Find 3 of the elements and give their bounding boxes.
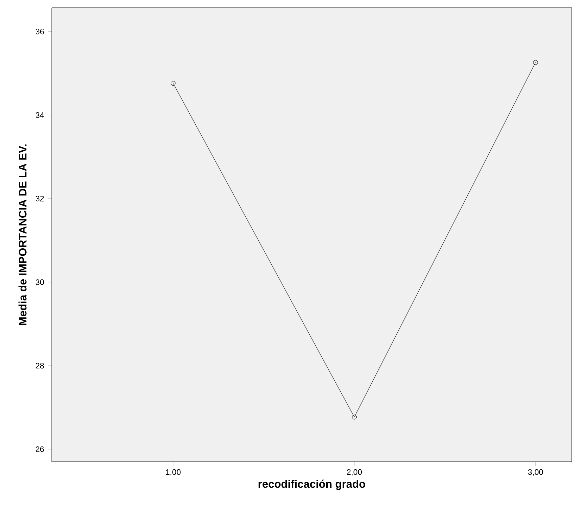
y-axis-title: Media de IMPORTANCIA DE LA EV.	[18, 144, 27, 326]
point	[352, 414, 357, 420]
x-axis-title: recodificación grado	[258, 480, 366, 490]
